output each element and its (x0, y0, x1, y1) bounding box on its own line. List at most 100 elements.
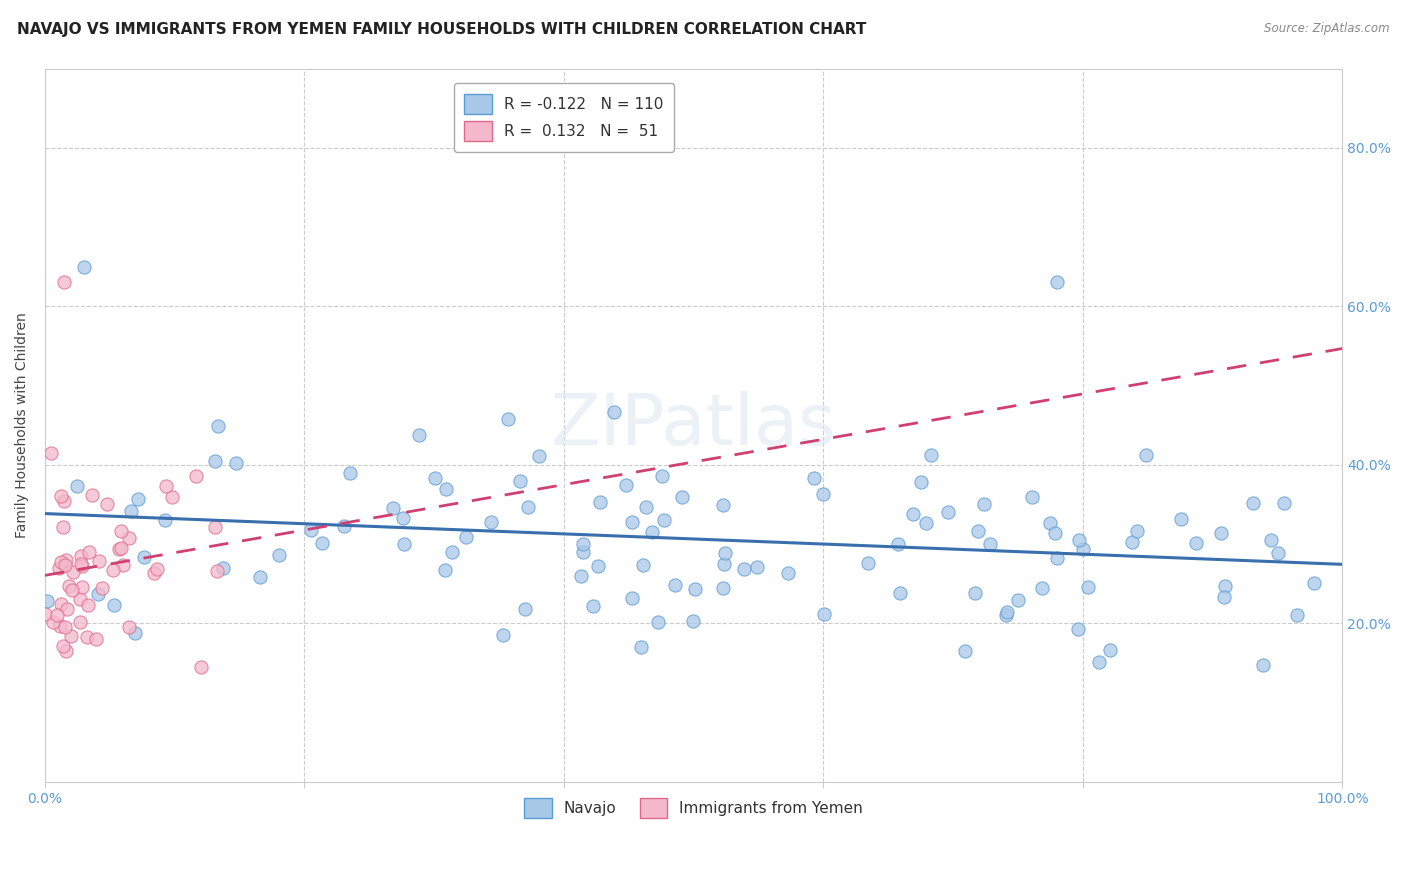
Point (96, 497, 118, 511)
Point (76, 598, 98, 612)
Point (225, 457, 247, 471)
Point (602, 405, 624, 419)
Point (35, 594, 58, 608)
Point (641, 524, 664, 539)
Point (634, 500, 657, 514)
Point (1125, 524, 1147, 538)
Point (1099, 643, 1122, 657)
Point (915, 516, 938, 530)
Point (211, 561, 233, 575)
Point (527, 449, 550, 463)
Point (803, 471, 825, 485)
Point (59, 629, 82, 643)
Point (569, 569, 592, 583)
Point (651, 469, 673, 483)
Point (711, 581, 734, 595)
Point (339, 467, 361, 481)
Point (205, 564, 228, 578)
Point (423, 471, 446, 485)
Point (84, 632, 107, 646)
Point (299, 524, 322, 538)
Point (745, 560, 768, 574)
Point (142, 566, 165, 580)
Point (60, 582, 83, 597)
Point (249, 569, 271, 583)
Point (572, 545, 595, 559)
Point (76, 631, 98, 645)
Point (53, 493, 76, 508)
Point (66, 479, 89, 493)
Point (682, 614, 704, 628)
Point (56, 601, 79, 615)
Point (647, 615, 669, 630)
Point (58, 579, 80, 593)
Point (73, 260, 96, 274)
Point (995, 607, 1018, 622)
Point (118, 620, 141, 634)
Point (671, 490, 693, 504)
Point (392, 511, 415, 525)
Point (49, 619, 72, 633)
Point (630, 640, 652, 654)
Point (155, 479, 177, 493)
Point (979, 537, 1001, 551)
Point (479, 516, 502, 530)
Point (132, 550, 155, 565)
Point (1007, 593, 1029, 607)
Legend: Navajo, Immigrants from Yemen: Navajo, Immigrants from Yemen (516, 790, 870, 825)
Point (311, 535, 333, 549)
Point (1209, 526, 1232, 541)
Point (492, 628, 515, 642)
Point (856, 556, 879, 570)
Point (965, 586, 987, 600)
Point (711, 498, 734, 512)
Point (1067, 533, 1090, 548)
Point (52, 639, 75, 653)
Point (69, 591, 91, 606)
Point (813, 607, 835, 621)
Point (204, 454, 226, 468)
Point (77, 545, 100, 559)
Point (589, 495, 612, 509)
Point (887, 536, 910, 550)
Point (434, 563, 457, 577)
Point (55, 644, 77, 658)
Point (955, 643, 977, 657)
Point (52, 520, 75, 534)
Point (889, 586, 911, 600)
Point (53, 558, 76, 573)
Point (614, 478, 637, 492)
Point (392, 537, 415, 551)
Point (620, 515, 643, 529)
Y-axis label: Family Households with Children: Family Households with Children (15, 312, 30, 538)
Point (86, 587, 108, 601)
Point (1077, 580, 1099, 594)
Point (1302, 576, 1324, 591)
Point (267, 548, 290, 562)
Point (776, 566, 799, 581)
Point (70, 558, 93, 572)
Point (811, 486, 834, 500)
Point (586, 558, 609, 573)
Point (49, 555, 72, 569)
Point (1046, 276, 1069, 290)
Text: NAVAJO VS IMMIGRANTS FROM YEMEN FAMILY HOUSEHOLDS WITH CHILDREN CORRELATION CHAR: NAVAJO VS IMMIGRANTS FROM YEMEN FAMILY H… (17, 22, 866, 37)
Point (1073, 542, 1095, 557)
Point (70, 580, 93, 594)
Point (89, 554, 111, 568)
Point (517, 500, 540, 515)
Point (1267, 546, 1289, 560)
Point (713, 557, 735, 571)
Point (441, 545, 464, 559)
Point (332, 519, 354, 533)
Point (1185, 536, 1208, 550)
Point (652, 512, 675, 526)
Point (733, 562, 755, 576)
Point (621, 591, 644, 606)
Point (1121, 534, 1143, 549)
Point (910, 475, 932, 489)
Point (53, 276, 76, 290)
Point (1260, 533, 1282, 547)
Point (920, 448, 942, 462)
Point (186, 468, 208, 483)
